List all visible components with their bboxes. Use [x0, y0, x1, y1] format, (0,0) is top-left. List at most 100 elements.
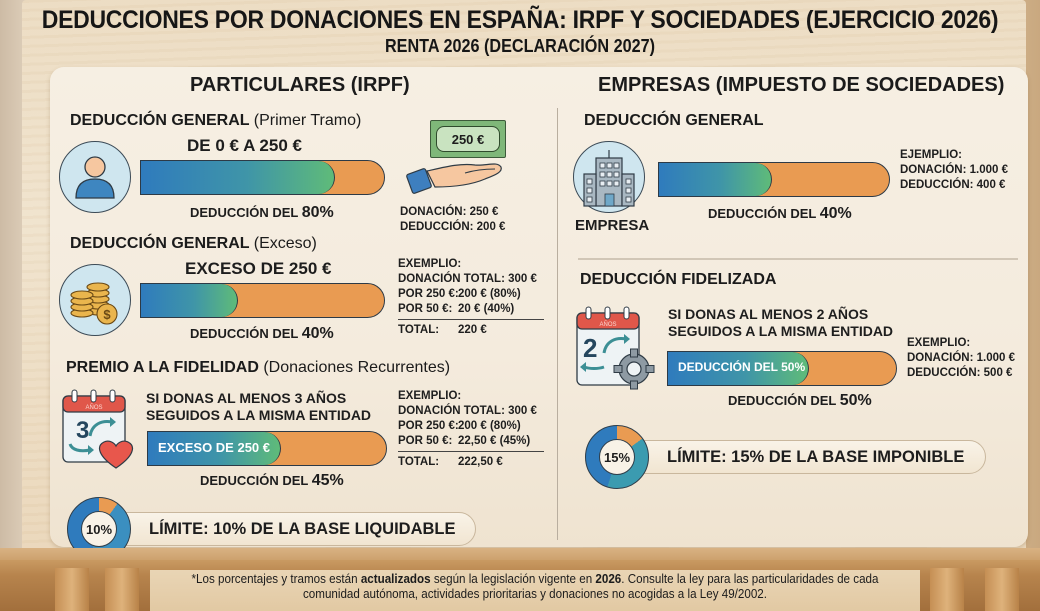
example-row: POR 50 €: 22,50 € (45%)	[398, 434, 544, 449]
calendar-gear-icon: AÑOS 2	[576, 306, 655, 390]
pct-prefix: DEDUCCIÓN DEL	[728, 393, 840, 408]
fidelidad-bar-fill	[148, 432, 282, 465]
example-heading: EJEMPLIO:	[900, 149, 962, 161]
page-title: DEDUCCIONES POR DONACIONES EN ESPAÑA: IR…	[41, 6, 999, 34]
pct-value: 40%	[301, 325, 334, 342]
example-heading: EXEMPLIO:	[907, 337, 971, 349]
svg-text:AÑOS: AÑOS	[85, 404, 102, 411]
example-total-key: TOTAL:	[398, 324, 440, 336]
example-donation: DONACIÓN: 250 €	[400, 206, 499, 218]
pct-prefix: DEDUCCIÓN DEL	[708, 206, 820, 221]
fidelidad-title-normal: (Donaciones Recurrentes)	[263, 359, 451, 376]
footnote-text: según la legislación vigente en	[430, 572, 596, 586]
fidelizada-bar-fill	[668, 352, 810, 385]
example-total-row: TOTAL: 220 €	[398, 319, 544, 338]
donut-label: 15%	[599, 439, 635, 475]
example-total-row: TOTAL: 222,50 €	[398, 451, 544, 470]
shelf-leg	[930, 568, 964, 611]
fidelizada-pct: DEDUCCIÓN DEL 50%	[728, 392, 872, 410]
example-row: POR 50 €: 20 € (40%)	[398, 302, 544, 317]
exceso-title-normal: (Exceso)	[253, 235, 317, 252]
empresas-general-pct: DEDUCCIÓN DEL 40%	[708, 205, 852, 223]
fidelizada-condition: SI DONAS AL MENOS 2 AÑOS SEGUIDOS A LA M…	[668, 306, 893, 340]
coins-icon: $	[59, 264, 131, 336]
donut-label: 10%	[81, 511, 117, 547]
fidelidad-bar: EXCESO DE 250 €	[147, 431, 387, 466]
example-deduction: DEDUCCIÓN: 400 €	[900, 179, 1006, 191]
condition-line: SEGUIDOS A LA MISMA ENTIDAD	[668, 323, 894, 339]
primer-tramo-title: DEDUCCIÓN GENERAL (Primer Tramo)	[70, 112, 361, 130]
primer-tramo-bar	[140, 160, 385, 195]
particulares-title: PARTICULARES (IRPF)	[190, 74, 410, 96]
section-divider	[578, 258, 1018, 260]
column-divider	[557, 108, 558, 540]
exceso-example: EXEMPLIO: DONACIÓN TOTAL: 300 € POR 250 …	[398, 257, 544, 338]
fidelidad-title: PREMIO A LA FIDELIDAD (Donaciones Recurr…	[66, 359, 450, 377]
example-total-value: 220 €	[458, 324, 487, 336]
hand-icon	[406, 163, 502, 194]
fidelizada-bar: DEDUCCIÓN DEL 50%	[667, 351, 897, 386]
exceso-title: DEDUCCIÓN GENERAL (Exceso)	[70, 235, 317, 253]
pct-value: 40%	[819, 205, 852, 222]
fidelizada-example: EXEMPLIO: DONACIÓN: 1.000 € DEDUCCIÓN: 5…	[907, 336, 1015, 381]
primer-tramo-title-normal: (Primer Tramo)	[253, 112, 362, 129]
example-row-key: POR 250 €:	[398, 420, 459, 432]
example-total-donation: DONACIÓN TOTAL: 300 €	[398, 405, 537, 417]
limite-empresas: LÍMITE: 15% DE LA BASE IMPONIBLE	[618, 440, 986, 474]
building-icon	[573, 141, 645, 213]
fidelidad-example: EXEMPLIO: DONACIÓN TOTAL: 300 € POR 250 …	[398, 389, 544, 470]
exceso-title-bold: DEDUCCIÓN GENERAL	[70, 235, 250, 252]
empresas-general-example: EJEMPLIO: DONACIÓN: 1.000 € DEDUCCIÓN: 4…	[900, 148, 1008, 193]
condition-line: SEGUIDOS A LA MISMA ENTIDAD	[146, 407, 372, 423]
exceso-bar-fill	[141, 284, 239, 317]
pct-prefix: DEDUCCIÓN DEL	[190, 205, 302, 220]
example-row-value: 20 € (40%)	[458, 303, 515, 315]
empresas-general-bar	[658, 162, 890, 197]
example-row-value: 200 € (80%)	[458, 288, 521, 300]
footnote-text: . Consulte la ley para las particularida…	[302, 572, 879, 601]
svg-text:$: $	[103, 307, 111, 322]
primer-tramo-example: DONACIÓN: 250 € DEDUCCIÓN: 200 €	[400, 205, 505, 235]
calendar-heart-icon: AÑOS 3	[62, 389, 134, 469]
fidelidad-bar-text: EXCESO DE 250 €	[158, 440, 270, 455]
footnote-text: *Los porcentajes y tramos están	[191, 572, 361, 586]
pct-value: 45%	[311, 472, 344, 489]
example-deduction: DEDUCCIÓN: 200 €	[400, 221, 506, 233]
empresas-general-title: DEDUCCIÓN GENERAL	[584, 112, 764, 129]
pct-prefix: DEDUCCIÓN DEL	[200, 473, 312, 488]
shelf-leg	[105, 568, 139, 611]
example-row-key: POR 50 €:	[398, 303, 453, 315]
footnote-background	[150, 570, 920, 611]
exceso-pct: DEDUCCIÓN DEL 40%	[190, 325, 334, 343]
example-total-value: 222,50 €	[458, 456, 503, 468]
pct-prefix: DEDUCCIÓN DEL	[190, 326, 302, 341]
example-row: POR 250 €: 200 € (80%)	[398, 419, 544, 434]
shelf-leg	[55, 568, 89, 611]
fidelidad-title-bold: PREMIO A LA FIDELIDAD	[66, 359, 259, 376]
example-donation: DONACIÓN: 1.000 €	[900, 164, 1009, 176]
banknote-label: 250 €	[436, 126, 500, 152]
empresa-label: EMPRESA	[575, 217, 650, 234]
example-heading: EXEMPLIO:	[398, 258, 462, 270]
fidelidad-pct: DEDUCCIÓN DEL 45%	[200, 472, 344, 490]
fidelizada-title: DEDUCCIÓN FIDELIZADA	[580, 271, 777, 288]
condition-line: SI DONAS AL MENOS 2 AÑOS	[668, 306, 869, 322]
empresas-title: EMPRESAS (IMPUESTO DE SOCIEDADES)	[598, 74, 1005, 96]
fidelizada-bar-text: DEDUCCIÓN DEL 50%	[678, 360, 806, 374]
fidelidad-condition: SI DONAS AL MENOS 3 AÑOS SEGUIDOS A LA M…	[146, 390, 371, 424]
empresas-general-bar-fill	[659, 163, 772, 196]
limite-particulares: LÍMITE: 10% DE LA BASE LIQUIDABLE	[100, 512, 476, 546]
example-total-donation: DONACIÓN TOTAL: 300 €	[398, 273, 537, 285]
pct-value: 50%	[839, 392, 872, 409]
svg-text:AÑOS: AÑOS	[599, 321, 616, 328]
example-row: POR 250 €: 200 € (80%)	[398, 287, 544, 302]
footnote-bold: 2026	[595, 572, 622, 586]
banknote-icon: 250 €	[430, 120, 506, 158]
footnote-bold: actualizados	[360, 572, 431, 586]
primer-tramo-bar-fill	[141, 161, 336, 194]
donut-15-icon: 15%	[585, 425, 649, 489]
svg-text:2: 2	[583, 333, 597, 363]
pct-value: 80%	[301, 204, 334, 221]
example-row-value: 200 € (80%)	[458, 420, 521, 432]
exceso-range: EXCESO DE 250 €	[185, 259, 332, 278]
